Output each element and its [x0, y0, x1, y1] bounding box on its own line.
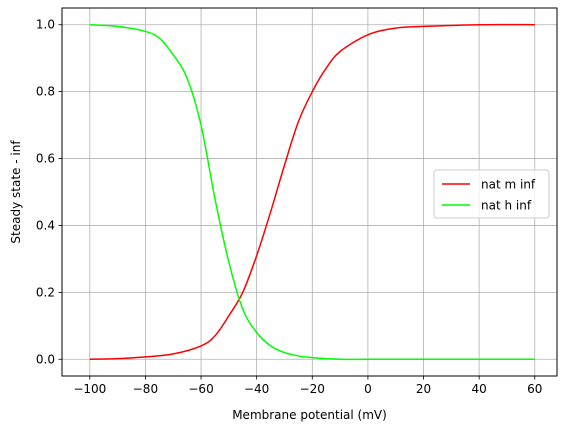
- x-tick-label: −60: [188, 382, 213, 396]
- y-tick-label: 0.0: [36, 352, 55, 366]
- x-tick-label: −40: [244, 382, 269, 396]
- x-tick-label: 20: [416, 382, 431, 396]
- grid: [62, 8, 557, 376]
- y-tick-label: 0.4: [36, 218, 55, 232]
- x-tick-label: −80: [133, 382, 158, 396]
- plot-frame: [61, 7, 558, 377]
- series-layer: [89, 23, 535, 361]
- x-tick-label: 0: [364, 382, 372, 396]
- y-axis-label: Steady state - inf: [9, 140, 23, 244]
- x-axis-label: Membrane potential (mV): [232, 408, 387, 422]
- series-line-nat-h-inf: [89, 23, 535, 361]
- y-tick-label: 0.2: [36, 285, 55, 299]
- legend-box: [433, 169, 550, 219]
- y-tick-label: 0.8: [36, 85, 55, 99]
- axis-ticks: −100 −80 −60 −40 −20 0 20 40 60 0.0 0.2 0.4 0.6 0.8 1.…: [36, 18, 542, 396]
- y-tick-label: 1.0: [36, 18, 55, 32]
- legend: nat m inf nat h inf: [433, 169, 550, 219]
- legend-label-nat-m-inf: nat m inf: [481, 178, 536, 192]
- y-tick-label: 0.6: [36, 152, 55, 166]
- legend-label-nat-h-inf: nat h inf: [481, 199, 532, 213]
- x-tick-label: −100: [73, 382, 106, 396]
- x-tick-label: 60: [527, 382, 542, 396]
- series-line-nat-m-inf: [89, 23, 535, 361]
- x-tick-label: 40: [471, 382, 486, 396]
- x-tick-label: −20: [300, 382, 325, 396]
